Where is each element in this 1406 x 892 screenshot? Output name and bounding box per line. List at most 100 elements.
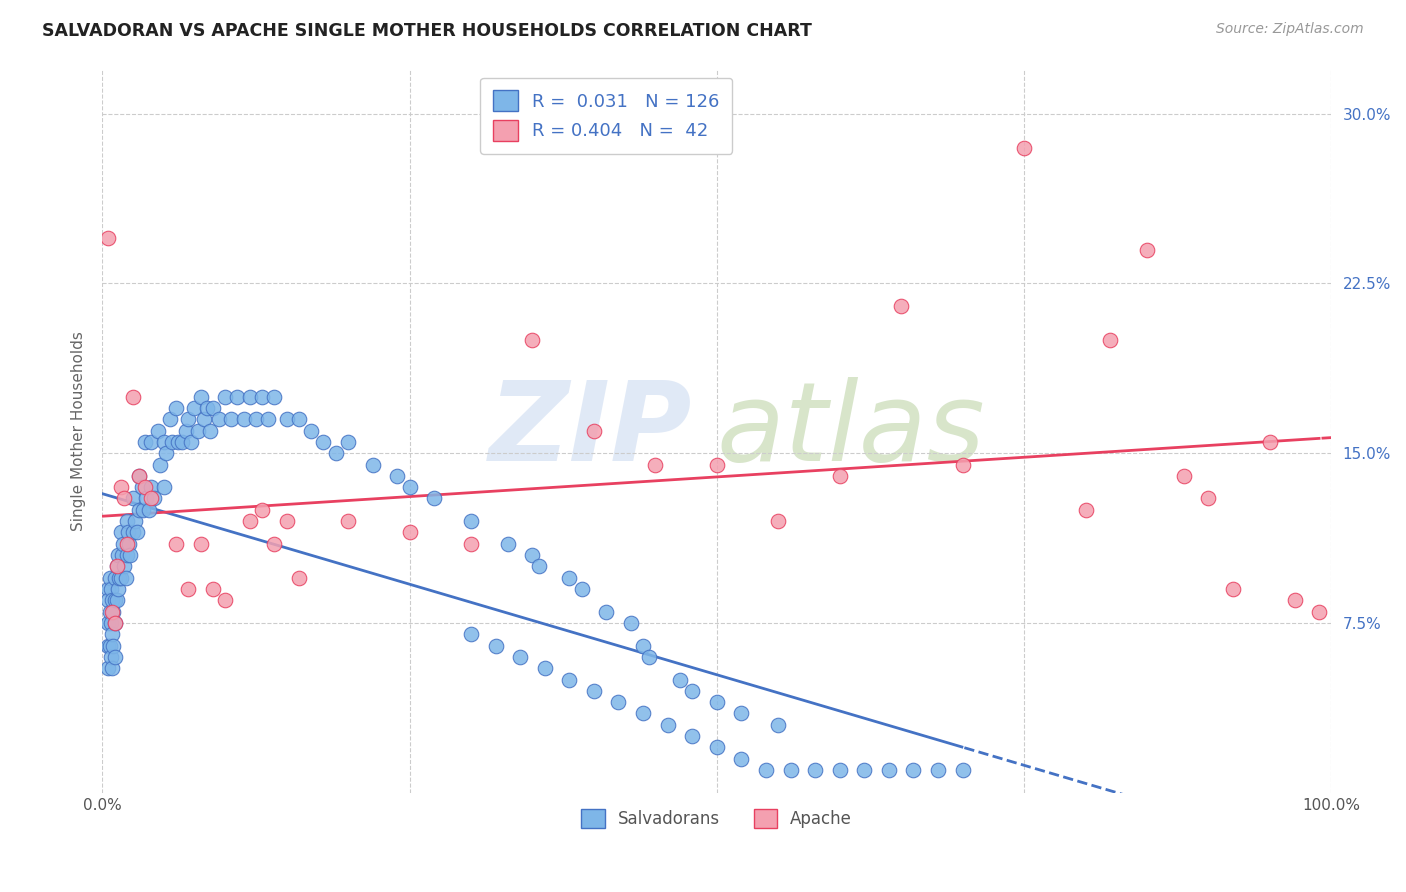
Point xyxy=(250,503,273,517)
Point xyxy=(219,412,242,426)
Point xyxy=(1284,593,1306,607)
Point xyxy=(152,480,174,494)
Point xyxy=(828,763,851,777)
Point xyxy=(952,458,974,472)
Point xyxy=(142,491,165,506)
Point xyxy=(167,434,190,449)
Point xyxy=(100,615,122,630)
Point xyxy=(1308,605,1330,619)
Point xyxy=(460,537,482,551)
Point xyxy=(484,639,506,653)
Point xyxy=(460,514,482,528)
Point xyxy=(263,390,285,404)
Point xyxy=(804,763,827,777)
Point xyxy=(1173,468,1195,483)
Point xyxy=(183,401,205,415)
Point xyxy=(250,390,273,404)
Point xyxy=(132,503,155,517)
Point xyxy=(903,763,925,777)
Point xyxy=(201,401,224,415)
Point xyxy=(146,424,169,438)
Point xyxy=(195,401,218,415)
Point xyxy=(159,412,181,426)
Point xyxy=(299,424,322,438)
Point xyxy=(558,571,581,585)
Point xyxy=(312,434,335,449)
Point xyxy=(1012,141,1035,155)
Point xyxy=(768,718,790,732)
Point xyxy=(398,480,420,494)
Point xyxy=(97,593,120,607)
Point xyxy=(638,649,661,664)
Point xyxy=(853,763,876,777)
Point xyxy=(128,468,150,483)
Point xyxy=(214,593,236,607)
Point xyxy=(112,537,135,551)
Point xyxy=(755,763,778,777)
Point xyxy=(423,491,446,506)
Point xyxy=(141,434,163,449)
Point xyxy=(103,639,125,653)
Point xyxy=(177,582,200,596)
Point xyxy=(108,571,131,585)
Point xyxy=(105,559,128,574)
Point xyxy=(226,390,249,404)
Point xyxy=(135,491,157,506)
Point xyxy=(245,412,267,426)
Point xyxy=(1198,491,1220,506)
Point xyxy=(162,434,184,449)
Point xyxy=(98,605,121,619)
Point xyxy=(172,434,194,449)
Point xyxy=(398,525,420,540)
Point xyxy=(115,514,138,528)
Point xyxy=(257,412,280,426)
Point xyxy=(149,458,172,472)
Point xyxy=(97,231,120,245)
Point xyxy=(107,582,129,596)
Point xyxy=(98,571,121,585)
Point xyxy=(120,548,142,562)
Point xyxy=(337,434,360,449)
Point xyxy=(97,661,120,675)
Point xyxy=(522,333,544,347)
Point xyxy=(138,503,160,517)
Point xyxy=(631,639,654,653)
Point xyxy=(103,615,125,630)
Text: SALVADORAN VS APACHE SINGLE MOTHER HOUSEHOLDS CORRELATION CHART: SALVADORAN VS APACHE SINGLE MOTHER HOUSE… xyxy=(42,22,813,40)
Point xyxy=(522,548,544,562)
Point xyxy=(112,559,135,574)
Point xyxy=(927,763,949,777)
Point xyxy=(112,491,135,506)
Point xyxy=(706,695,728,709)
Point xyxy=(1258,434,1281,449)
Point xyxy=(190,390,212,404)
Point xyxy=(681,729,703,743)
Point xyxy=(337,514,360,528)
Point xyxy=(1222,582,1244,596)
Point xyxy=(131,480,153,494)
Point xyxy=(214,390,236,404)
Point xyxy=(288,571,311,585)
Point xyxy=(174,424,197,438)
Point xyxy=(115,548,138,562)
Point xyxy=(1099,333,1122,347)
Point xyxy=(706,458,728,472)
Point xyxy=(509,649,531,664)
Legend: Salvadorans, Apache: Salvadorans, Apache xyxy=(575,803,859,835)
Point xyxy=(115,537,138,551)
Point xyxy=(110,480,132,494)
Point xyxy=(263,537,285,551)
Point xyxy=(118,537,141,551)
Point xyxy=(128,503,150,517)
Point xyxy=(1136,243,1159,257)
Point xyxy=(232,412,254,426)
Point xyxy=(768,514,790,528)
Point xyxy=(496,537,519,551)
Point xyxy=(103,649,125,664)
Point xyxy=(779,763,801,777)
Text: atlas: atlas xyxy=(717,377,986,484)
Point xyxy=(190,537,212,551)
Point xyxy=(110,525,132,540)
Point xyxy=(114,571,136,585)
Point xyxy=(828,468,851,483)
